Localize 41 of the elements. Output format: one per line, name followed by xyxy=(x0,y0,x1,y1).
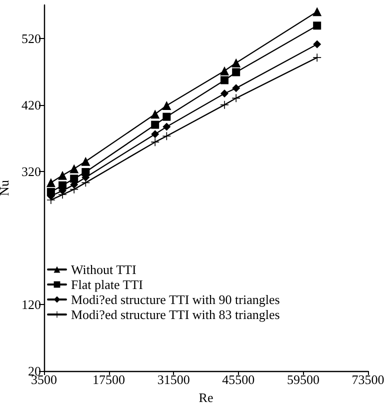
y-tick-label: 120 xyxy=(22,296,41,312)
point xyxy=(220,66,230,76)
point xyxy=(313,54,322,62)
point xyxy=(313,40,322,48)
point xyxy=(232,58,241,68)
legend-label: Without TTI xyxy=(71,262,136,277)
point xyxy=(162,132,171,140)
legend-label: Flat plate TTI xyxy=(71,277,143,292)
point xyxy=(232,84,240,92)
point xyxy=(151,138,160,146)
legend-label: Modi?ed structure TTI with 83 triangles xyxy=(71,307,280,322)
point xyxy=(70,164,79,174)
point xyxy=(232,68,240,76)
point xyxy=(162,100,172,110)
point xyxy=(232,94,240,102)
y-axis-title: Nu xyxy=(0,180,12,196)
point xyxy=(46,178,56,188)
x-tick-label: 17500 xyxy=(92,372,126,387)
x-tick-label: 45500 xyxy=(222,372,255,387)
point xyxy=(58,170,68,180)
y-tick-label: 420 xyxy=(22,97,41,112)
point xyxy=(162,122,171,131)
point xyxy=(220,90,229,98)
point xyxy=(312,7,322,16)
legend-label: Modi?ed structure TTI with 90 triangles xyxy=(71,292,280,307)
x-tick-label: 59500 xyxy=(286,372,320,387)
x-tick-label: 73500 xyxy=(352,372,384,387)
point xyxy=(220,76,229,84)
x-tick-label: 31500 xyxy=(157,372,190,387)
point xyxy=(220,100,229,109)
point xyxy=(82,168,90,176)
x-axis-title: Re xyxy=(198,390,214,404)
point xyxy=(162,112,171,121)
point xyxy=(313,22,322,30)
point xyxy=(70,174,78,183)
point xyxy=(81,156,90,166)
point xyxy=(151,120,160,129)
y-tick-label: 520 xyxy=(22,30,41,46)
y-tick-label: 320 xyxy=(22,164,41,179)
point xyxy=(151,130,160,138)
point xyxy=(150,110,160,119)
